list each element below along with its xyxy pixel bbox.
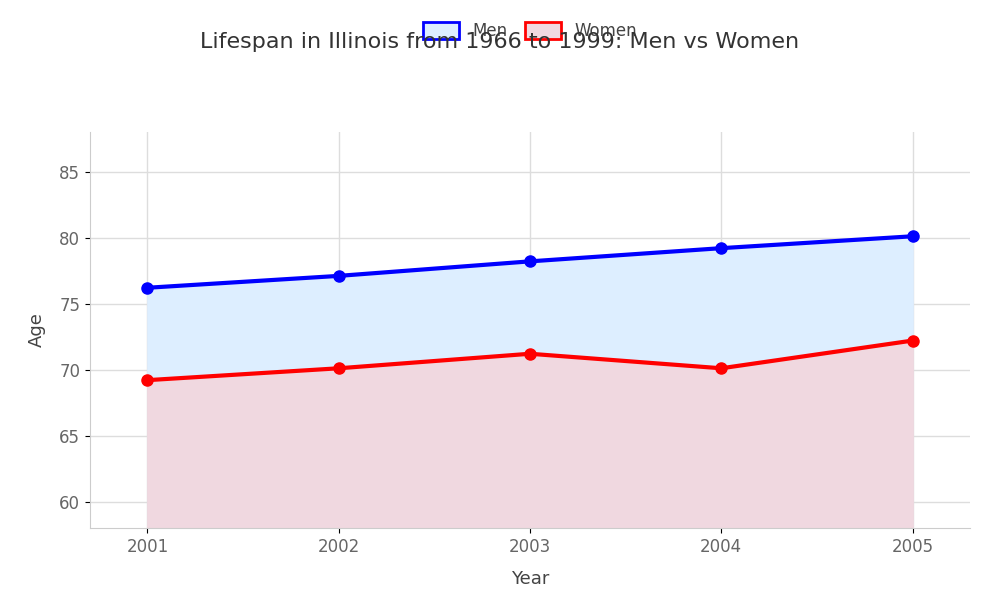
X-axis label: Year: Year [511,569,549,587]
Text: Lifespan in Illinois from 1966 to 1999: Men vs Women: Lifespan in Illinois from 1966 to 1999: … [200,32,800,52]
Y-axis label: Age: Age [27,313,45,347]
Legend: Men, Women: Men, Women [423,22,637,40]
